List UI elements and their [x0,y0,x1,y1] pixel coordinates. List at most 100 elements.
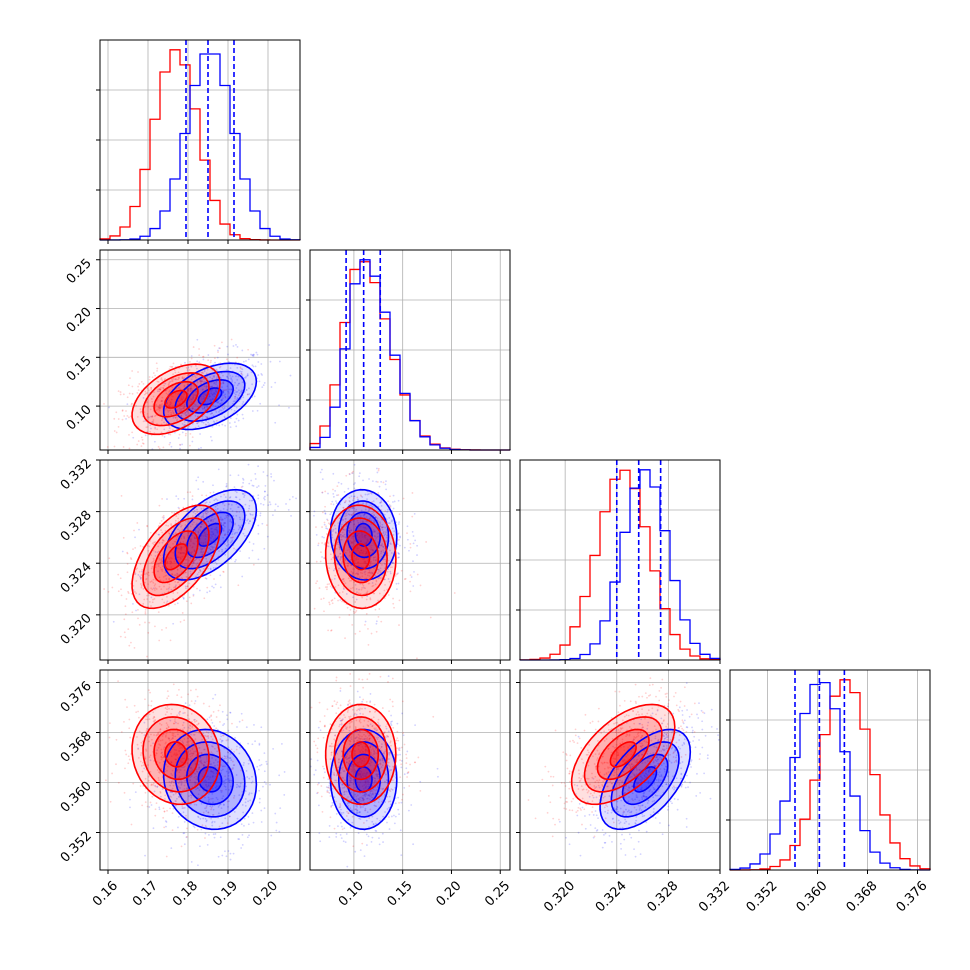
sample-point [176,753,179,756]
sample-point [187,532,190,535]
sample-point [355,737,357,739]
sample-point [152,827,155,830]
sample-point [221,389,224,392]
sample-point [340,755,343,758]
sample-point [214,764,216,767]
sample-point [353,523,356,526]
sample-point [178,771,181,774]
sample-point [345,512,348,515]
sample-point [227,729,230,732]
sample-point [221,739,224,742]
sample-point [359,525,362,528]
sample-point [339,553,342,555]
sample-point [158,772,161,774]
sample-point [216,750,219,753]
sample-point [337,541,339,544]
sample-point [258,742,261,745]
sample-point [359,773,362,775]
sample-point [130,558,133,561]
sample-point [179,447,181,450]
sample-point [197,476,200,479]
sample-point [323,536,325,539]
sample-point [167,524,170,527]
sample-point [329,585,332,588]
sample-point [351,572,354,575]
sample-point [176,730,179,733]
sample-point [361,575,364,578]
sample-point [159,561,162,564]
sample-point [394,815,397,818]
sample-point [223,804,225,806]
sample-point [131,385,134,388]
sample-point [315,533,318,536]
sample-point [148,416,150,419]
sample-point [231,380,234,383]
sample-point [156,785,159,788]
sample-point [382,481,385,484]
sample-point [183,393,186,396]
sample-point [327,522,330,525]
sample-point [348,554,351,557]
sample-point [201,523,204,525]
sample-point [215,498,217,500]
sample-point [153,734,155,736]
sample-point [195,364,197,367]
sample-point [229,417,232,420]
sample-point [174,580,177,583]
sample-point [237,389,240,392]
sample-point [146,426,149,428]
sample-point [357,798,360,800]
sample-point [178,402,181,405]
sample-point [237,474,240,477]
sample-point [173,431,176,434]
sample-point [345,474,348,477]
sample-point [337,584,340,587]
sample-point [123,631,126,634]
sample-point [364,534,366,537]
sample-point [190,712,193,715]
sample-point [236,745,238,748]
sample-point [366,811,369,814]
sample-point [252,353,255,356]
sample-point [363,793,366,796]
sample-point [213,725,216,727]
sample-point [380,745,383,748]
sample-point [378,569,380,571]
panel-grid [96,40,300,244]
sample-point [170,712,173,715]
sample-point [373,592,376,595]
sample-point [169,639,172,642]
x-tick-label: 0.25 [482,878,513,909]
sample-point [158,533,161,536]
sample-point [199,845,201,848]
sample-point [172,746,175,749]
sample-point [214,505,217,508]
sample-point [215,772,218,774]
sample-point [336,541,339,544]
sample-point [177,733,179,736]
sample-point [393,530,396,533]
sample-point [234,397,236,400]
sample-point [359,696,361,699]
sample-point [365,541,368,544]
sample-point [231,536,234,539]
sample-point [161,541,164,544]
sample-point [161,434,164,437]
sample-point [210,519,213,521]
sample-point [151,415,154,418]
corner-panels: 0.100.150.200.250.3200.3240.3280.3320.16… [58,39,931,915]
sample-point [185,558,188,561]
sample-point [342,506,345,509]
sample-point [360,775,362,778]
sample-point [182,761,185,764]
sample-point [384,750,387,753]
sample-point [211,792,214,795]
contour-line [131,504,221,610]
sample-point [351,809,353,812]
sample-point [224,553,227,556]
sample-point [174,519,177,522]
sample-point [173,722,176,725]
sample-point [357,579,360,582]
sample-point [419,780,422,783]
sample-point [392,561,394,564]
